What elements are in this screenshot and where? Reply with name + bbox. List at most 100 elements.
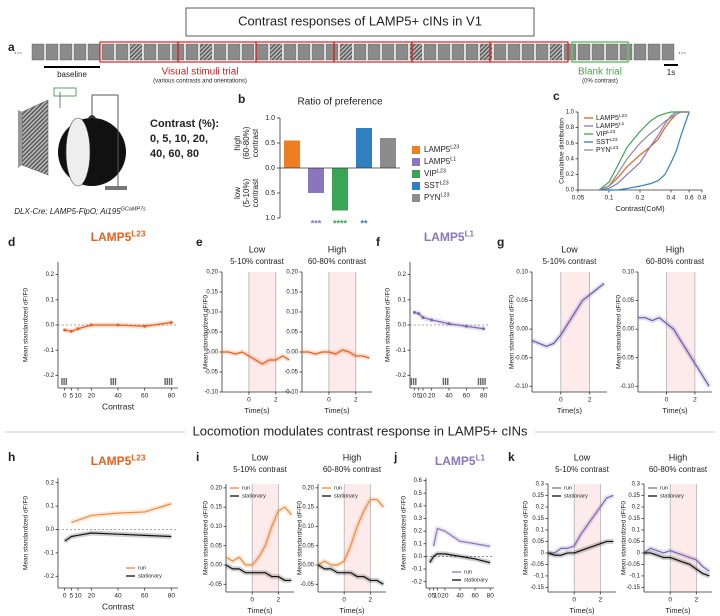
- y-tick-label: 0.1: [398, 297, 407, 303]
- y-tick-label: 0.15: [206, 290, 218, 296]
- stimulus-window: [248, 272, 276, 392]
- grating-icon: [168, 378, 171, 385]
- legend-label: VIPL23: [424, 169, 446, 178]
- baseline-label: baseline: [57, 70, 87, 79]
- y-tick-label: 0.4: [414, 503, 423, 509]
- blank-trial-box: [571, 41, 629, 63]
- x-tick-label: 0: [327, 397, 331, 404]
- grating-icon: [415, 378, 417, 385]
- trial-box: [411, 41, 491, 63]
- x-tick-label: 20: [88, 393, 96, 400]
- panel-label: i: [196, 450, 199, 464]
- chart-title-part: L1: [465, 229, 475, 238]
- x-tick-label: 0: [250, 597, 254, 604]
- y-tick-label: -0.2: [396, 373, 407, 379]
- x-tick-label: 80: [487, 593, 495, 600]
- stimulus-frame: [381, 43, 395, 61]
- x-tick-label: 2: [274, 397, 278, 404]
- data-point: [89, 323, 93, 327]
- stimulus-frame: [59, 43, 73, 61]
- series-line: [71, 503, 172, 524]
- x-axis-label: Time(s): [557, 406, 583, 415]
- contrast-levels: 40, 60, 80: [150, 148, 199, 160]
- y-tick-label: 0.00: [622, 327, 634, 333]
- grating-icon: [479, 378, 482, 385]
- panel-label: j: [393, 450, 397, 464]
- y-tick-label: -0.2: [44, 373, 55, 379]
- y-tick-label: 0.10: [206, 310, 218, 316]
- y-axis-label: Mean standardized dF/F0: [401, 496, 408, 570]
- x-tick-label: 20: [88, 593, 96, 600]
- genotype: DLX-Cre; LAMP5-FlpO; Ai195GCaMP7s: [14, 207, 146, 216]
- stimulus-frame: [409, 43, 423, 61]
- y-tick-label: 0.20: [210, 485, 222, 491]
- stimulus-frame: [199, 43, 213, 61]
- grating-icon: [110, 378, 112, 385]
- y-tick-label: -0.15: [530, 585, 544, 591]
- y-tick-label: -0.10: [514, 384, 528, 390]
- chart-title: Low: [561, 244, 578, 254]
- stimulus-frame: [619, 43, 633, 61]
- y-tick-label: -0.05: [530, 562, 544, 568]
- bar: [284, 140, 300, 168]
- x-tick-label: 20: [441, 593, 449, 600]
- x-tick-label: 10: [434, 593, 442, 600]
- error-band: [431, 526, 491, 549]
- title-box: [185, 7, 535, 37]
- legend-label-part: PYN: [424, 193, 441, 202]
- x-tick-label: 2: [354, 397, 358, 404]
- series-line: [222, 351, 290, 365]
- x-tick-label: 40: [114, 593, 122, 600]
- x-tick-label: 80: [480, 393, 488, 400]
- x-tick-label: 60: [141, 593, 149, 600]
- data-point: [76, 327, 80, 331]
- x-tick-label: 0: [342, 597, 346, 604]
- legend-label-part: VIP: [596, 131, 608, 138]
- data-point: [447, 322, 451, 326]
- y-tick-label: -0.15: [626, 585, 640, 591]
- y-tick-label: -0.05: [204, 370, 218, 376]
- blank-trial-label: Blank trial: [578, 67, 622, 78]
- y-tick-label: 1.0: [566, 110, 575, 116]
- x-axis-label: Time(s): [665, 606, 691, 615]
- x-tick-label: 0: [668, 597, 672, 604]
- legend-label-part: L23: [619, 113, 627, 119]
- legend-label: LAMP5L23: [596, 113, 627, 122]
- y-tick-label: -0.2: [44, 574, 55, 580]
- stimulus-frame: [283, 43, 297, 61]
- x-axis-label: Contrast: [102, 601, 135, 611]
- stimulus-frame: [185, 43, 199, 61]
- stimulus-frame: [591, 43, 605, 61]
- y-axis-label: Mean standardized dF/F0: [203, 501, 210, 575]
- stimulus-frame: [423, 43, 437, 61]
- x-tick-label: 0: [413, 393, 417, 400]
- series-line: [531, 282, 605, 347]
- y-tick-label: -0.05: [620, 355, 634, 361]
- data-point: [430, 318, 434, 322]
- y-tick-label: 0.8: [566, 125, 575, 131]
- x-axis-label: Time(s): [569, 606, 595, 615]
- y-tick-label: 0.05: [302, 543, 314, 549]
- y-tick-label: 0.5: [265, 140, 275, 147]
- y-axis-label: high: [233, 135, 242, 150]
- y-tick-label: -0.1: [412, 567, 423, 573]
- y-tick-label: 0.0: [566, 188, 575, 194]
- stimulus-window: [560, 272, 590, 392]
- x-tick-label: 80: [168, 593, 176, 600]
- chart-subtitle: 60-80% contrast: [649, 465, 708, 474]
- y-tick-label: 0.4: [566, 156, 575, 162]
- data-point: [417, 312, 421, 316]
- series-line: [598, 111, 690, 191]
- chart-title: LAMP5L1: [435, 453, 486, 468]
- stimulus-frame: [101, 43, 115, 61]
- stimulus-frame: [353, 43, 367, 61]
- series-line: [432, 527, 491, 547]
- stimulus-frame: [549, 43, 563, 61]
- stimulus-frame: [465, 43, 479, 61]
- stimulus-window: [344, 484, 371, 592]
- stimulus-frame: [395, 43, 409, 61]
- y-tick-label: 0.20: [286, 270, 298, 276]
- stimulus-frame: [143, 43, 157, 61]
- legend-label: run: [660, 485, 668, 491]
